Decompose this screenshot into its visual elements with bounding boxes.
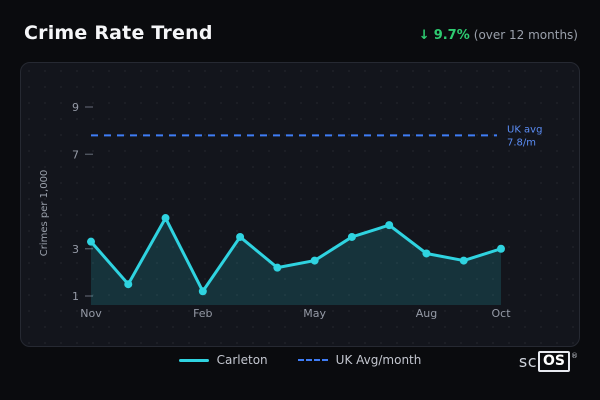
trend-caption: (over 12 months)	[473, 28, 578, 42]
svg-text:Crimes per 1,000: Crimes per 1,000	[39, 170, 50, 257]
chart-card: 9 7 3 1 Nov Feb May Aug Oct UK avg 7.8/m Crimes per…	[20, 62, 580, 347]
trend-indicator: ↓ 9.7% (over 12 months)	[419, 28, 578, 43]
legend-item-uk-avg[interactable]: UK Avg/month	[297, 353, 422, 367]
svg-text:Nov: Nov	[80, 307, 102, 320]
trend-value: 9.7%	[433, 28, 470, 43]
trend-down-arrow-icon: ↓	[418, 28, 430, 43]
registered-mark: ®	[571, 351, 578, 360]
svg-text:UK avg: UK avg	[507, 124, 542, 135]
uk-avg-dashed-swatch-icon	[297, 359, 328, 361]
legend-label: Carleton	[216, 353, 268, 367]
svg-text:Feb: Feb	[193, 307, 212, 320]
svg-text:1: 1	[72, 290, 79, 303]
logo-box: OS	[538, 351, 570, 372]
scos-logo: sc OS ®	[519, 351, 578, 372]
svg-text:3: 3	[72, 243, 79, 256]
carleton-line-swatch-icon	[178, 358, 209, 362]
legend-label: UK Avg/month	[335, 353, 422, 367]
svg-text:7.8/m: 7.8/m	[507, 137, 536, 148]
svg-text:Oct: Oct	[491, 307, 511, 320]
logo-prefix: sc	[518, 352, 538, 371]
legend-item-carleton[interactable]: Carleton	[178, 353, 268, 367]
svg-text:7: 7	[72, 148, 79, 161]
svg-text:9: 9	[72, 101, 79, 114]
page-title: Crime Rate Trend	[24, 22, 213, 44]
chart-legend: Carleton UK Avg/month	[0, 353, 600, 367]
svg-text:Aug: Aug	[416, 307, 437, 320]
svg-text:May: May	[303, 307, 326, 320]
